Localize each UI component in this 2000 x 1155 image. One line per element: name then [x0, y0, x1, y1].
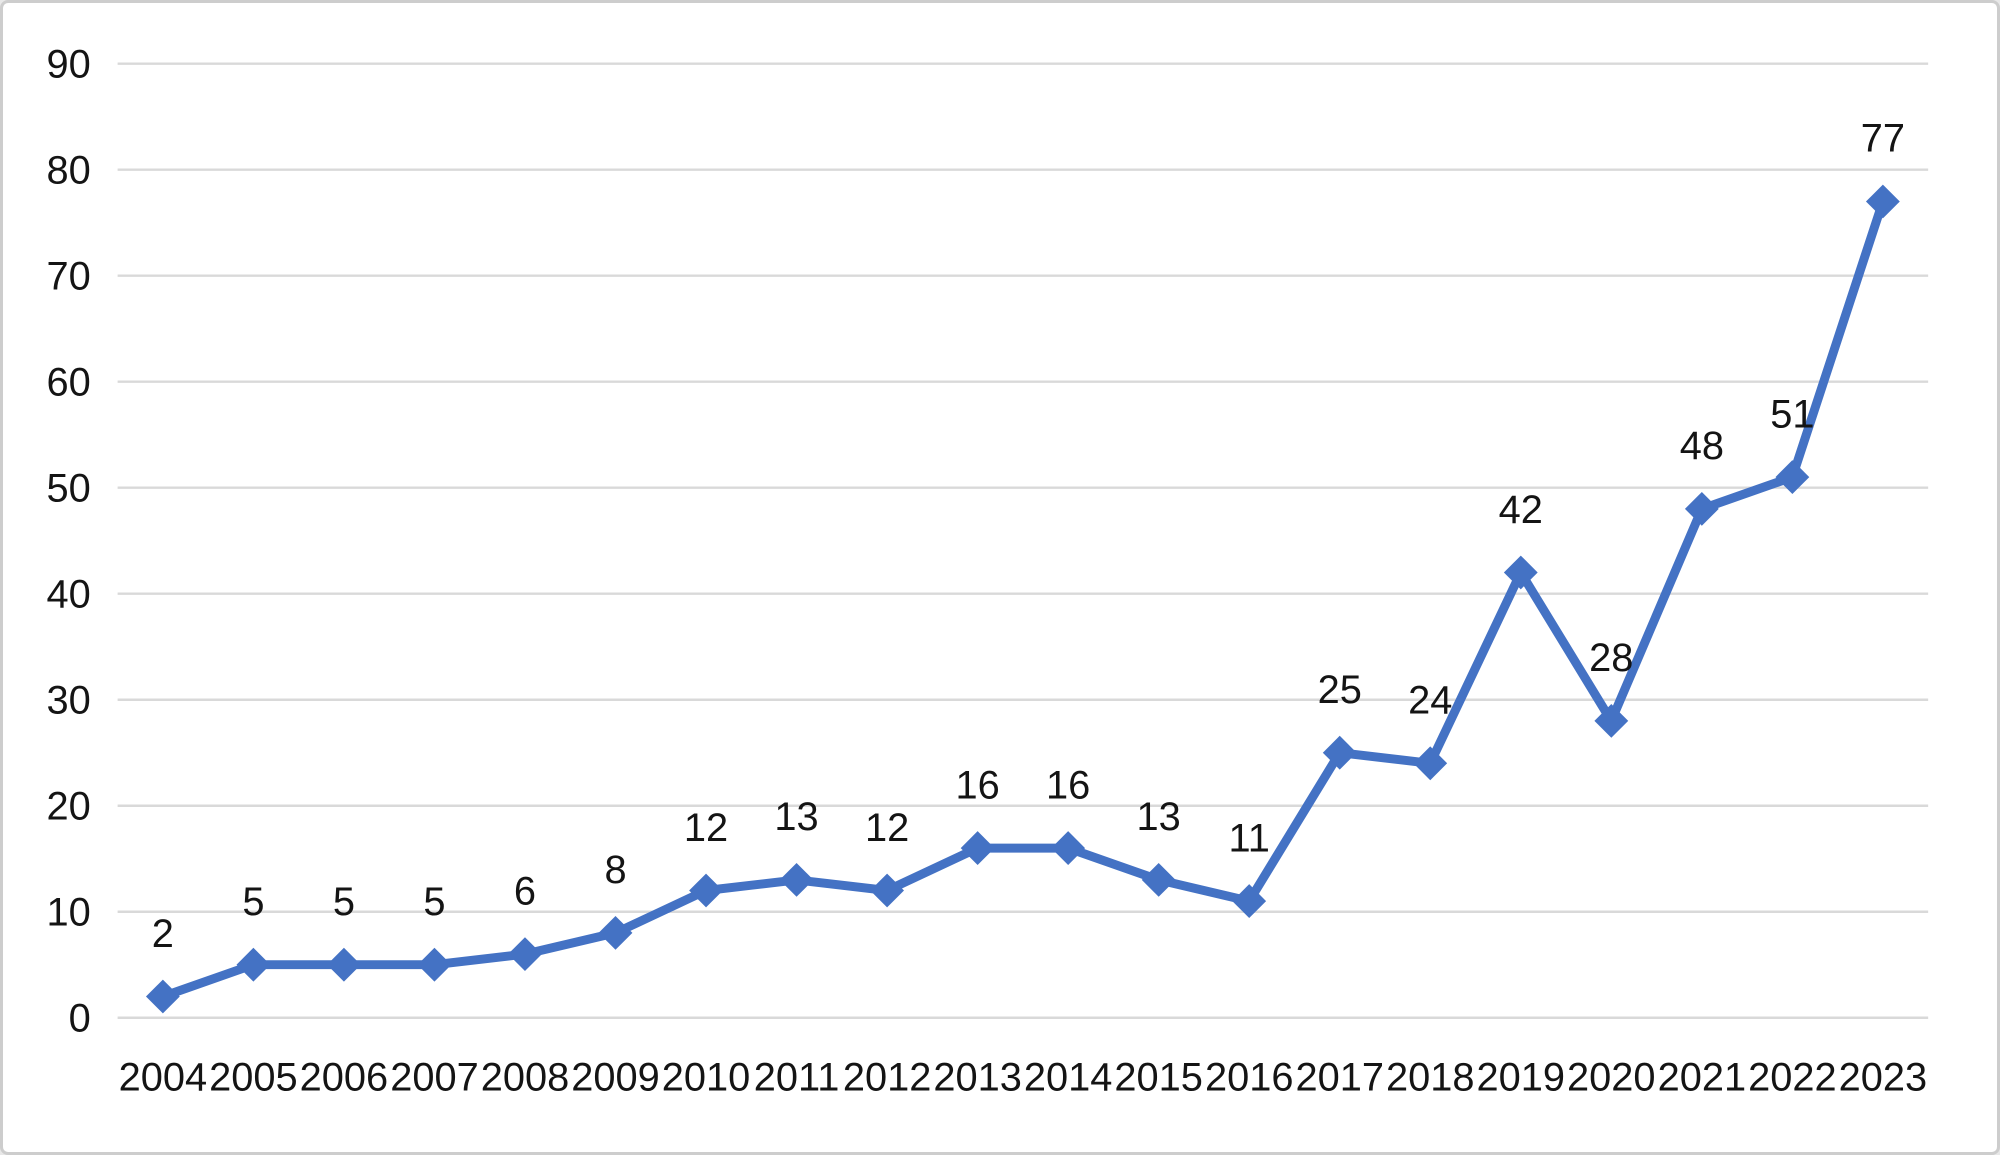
data-point-label: 42: [1499, 488, 1543, 532]
x-tick-label: 2008: [481, 1055, 570, 1099]
y-tick-label: 50: [46, 467, 90, 511]
series-line: [158, 197, 1888, 1001]
x-tick-label: 2010: [662, 1055, 751, 1099]
x-tick-label: 2007: [390, 1055, 479, 1099]
x-tick-label: 2015: [1114, 1055, 1203, 1099]
x-tick-label: 2004: [119, 1055, 208, 1099]
y-tick-label: 70: [46, 255, 90, 299]
data-point-marker: [327, 947, 361, 982]
y-tick-label: 10: [46, 891, 90, 935]
y-tick-label: 60: [46, 361, 90, 405]
data-point-label: 77: [1861, 117, 1905, 161]
y-tick-label: 20: [46, 785, 90, 829]
data-point-label: 25: [1318, 668, 1362, 712]
data-point-label: 12: [684, 806, 728, 850]
x-tick-label: 2021: [1658, 1055, 1747, 1099]
y-axis-tick-labels: 0 10 20 30 40 50 60 70 80 90: [46, 43, 90, 1041]
data-point-label: 12: [865, 806, 909, 850]
line-chart-canvas: 0 10 20 30 40 50 60 70 80 90 2004 2005 2006 2007 2008…: [46, 43, 1929, 1099]
y-tick-label: 40: [46, 573, 90, 617]
data-point-marker: [1051, 831, 1086, 866]
data-point-label: 48: [1680, 424, 1724, 468]
x-tick-label: 2018: [1386, 1055, 1475, 1099]
series-line-group: [158, 197, 1888, 1001]
x-tick-label: 2009: [571, 1055, 660, 1099]
x-tick-label: 2023: [1839, 1055, 1928, 1099]
data-point-marker: [1503, 555, 1538, 590]
x-tick-label: 2006: [300, 1055, 389, 1099]
data-point-marker: [236, 947, 271, 982]
x-tick-label: 2016: [1205, 1055, 1294, 1099]
x-tick-label: 2005: [209, 1055, 298, 1099]
x-tick-label: 2020: [1567, 1055, 1656, 1099]
data-point-label: 5: [333, 880, 355, 924]
x-tick-label: 2022: [1748, 1055, 1837, 1099]
data-point-label: 24: [1408, 679, 1452, 723]
x-tick-label: 2014: [1024, 1055, 1113, 1099]
data-point-marker: [417, 947, 452, 982]
data-point-label: 16: [1046, 763, 1090, 807]
data-point-marker: [960, 831, 995, 866]
gridlines-group: [117, 62, 1929, 1019]
data-point-marker: [870, 873, 905, 908]
y-tick-label: 90: [46, 43, 90, 87]
data-point-label: 2: [152, 912, 174, 956]
data-point-marker: [508, 937, 542, 972]
data-point-label: 8: [604, 848, 626, 892]
y-tick-label: 80: [46, 149, 90, 193]
x-tick-label: 2013: [933, 1055, 1022, 1099]
data-point-label: 13: [774, 795, 818, 839]
data-point-label: 5: [242, 880, 264, 924]
data-point-label: 28: [1589, 636, 1633, 680]
y-tick-label: 30: [46, 679, 90, 723]
data-point-marker: [1865, 184, 1900, 219]
data-point-marker: [1141, 862, 1176, 897]
data-point-label: 5: [423, 880, 445, 924]
data-point-label: 16: [955, 763, 999, 807]
data-point-marker: [145, 979, 180, 1014]
data-point-label: 11: [1229, 816, 1270, 860]
data-point-label: 51: [1770, 392, 1814, 436]
data-point-label: 13: [1137, 795, 1181, 839]
data-point-marker: [598, 915, 633, 950]
data-point-marker: [1775, 460, 1810, 495]
x-tick-label: 2012: [843, 1055, 932, 1099]
data-point-label: 6: [514, 869, 536, 913]
data-point-markers: [145, 184, 1900, 1014]
y-tick-label: 0: [69, 997, 91, 1041]
x-axis-tick-labels: 2004 2005 2006 2007 2008 2009 2010 2011 2012 2013…: [119, 1055, 1928, 1099]
x-tick-label: 2017: [1295, 1055, 1384, 1099]
data-point-marker: [779, 862, 814, 897]
data-point-marker: [1413, 746, 1448, 781]
data-point-marker: [689, 873, 723, 908]
x-tick-label: 2019: [1477, 1055, 1566, 1099]
data-point-marker: [1684, 491, 1719, 526]
x-tick-label: 2011: [754, 1055, 840, 1099]
